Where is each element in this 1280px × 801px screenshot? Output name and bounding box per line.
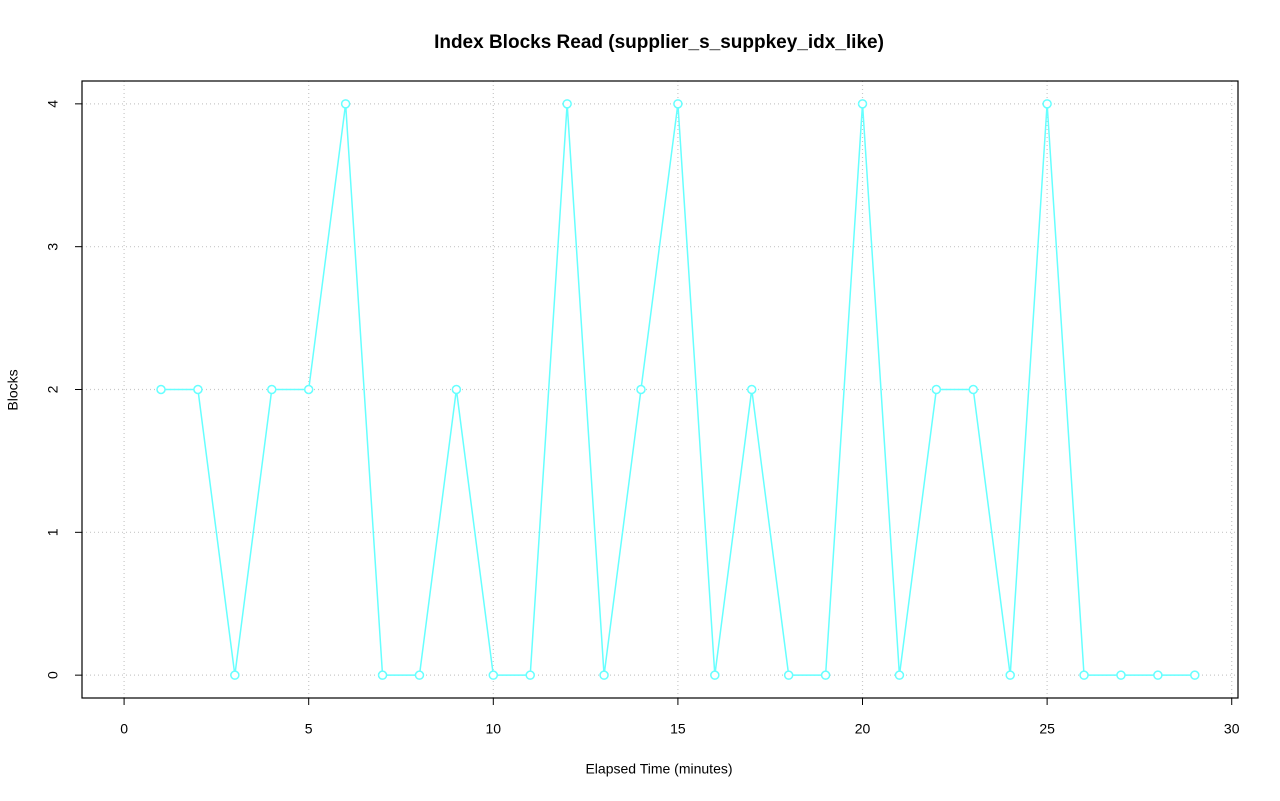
data-point: [562, 99, 572, 109]
data-point: [599, 670, 609, 680]
y-tick-label: 4: [45, 100, 61, 108]
data-point: [894, 670, 905, 680]
data-point: [267, 384, 277, 395]
data-point: [377, 670, 388, 680]
data-point: [156, 384, 166, 395]
data-point: [931, 384, 942, 395]
y-axis-label: Blocks: [5, 369, 21, 410]
x-tick-label: 25: [1039, 721, 1055, 737]
x-axis-label: Elapsed Time (minutes): [585, 761, 732, 777]
x-tick-label: 10: [486, 721, 502, 737]
data-point: [414, 670, 425, 680]
data-point: [968, 384, 979, 395]
data-point: [525, 670, 535, 680]
x-tick-label: 5: [305, 721, 313, 737]
y-tick-label: 1: [45, 528, 61, 536]
x-tick-label: 20: [855, 721, 871, 737]
data-point: [783, 670, 794, 680]
data-point: [230, 670, 240, 680]
x-tick-label: 0: [120, 721, 128, 737]
chart-title: Index Blocks Read (supplier_s_suppkey_id…: [434, 32, 884, 53]
data-point: [673, 99, 683, 109]
data-point: [1116, 670, 1126, 680]
y-tick-label: 2: [45, 385, 61, 393]
data-point: [193, 384, 203, 395]
data-point: [340, 99, 351, 109]
data-point: [857, 99, 868, 109]
data-point: [451, 384, 462, 395]
x-tick-label: 15: [670, 721, 686, 737]
data-point: [303, 384, 314, 395]
data-point: [636, 384, 646, 395]
plot-frame: [81, 80, 1239, 699]
x-tick-label: 30: [1224, 721, 1240, 737]
data-point: [1042, 99, 1052, 109]
data-point: [710, 670, 720, 680]
data-point: [1190, 670, 1200, 680]
y-tick-label: 3: [45, 243, 61, 251]
data-point: [488, 670, 499, 680]
data-point: [1153, 670, 1163, 680]
data-point: [820, 670, 831, 680]
data-point: [746, 384, 757, 395]
data-point: [1079, 670, 1089, 680]
data-point: [1005, 670, 1015, 680]
y-tick-label: 0: [45, 671, 61, 679]
